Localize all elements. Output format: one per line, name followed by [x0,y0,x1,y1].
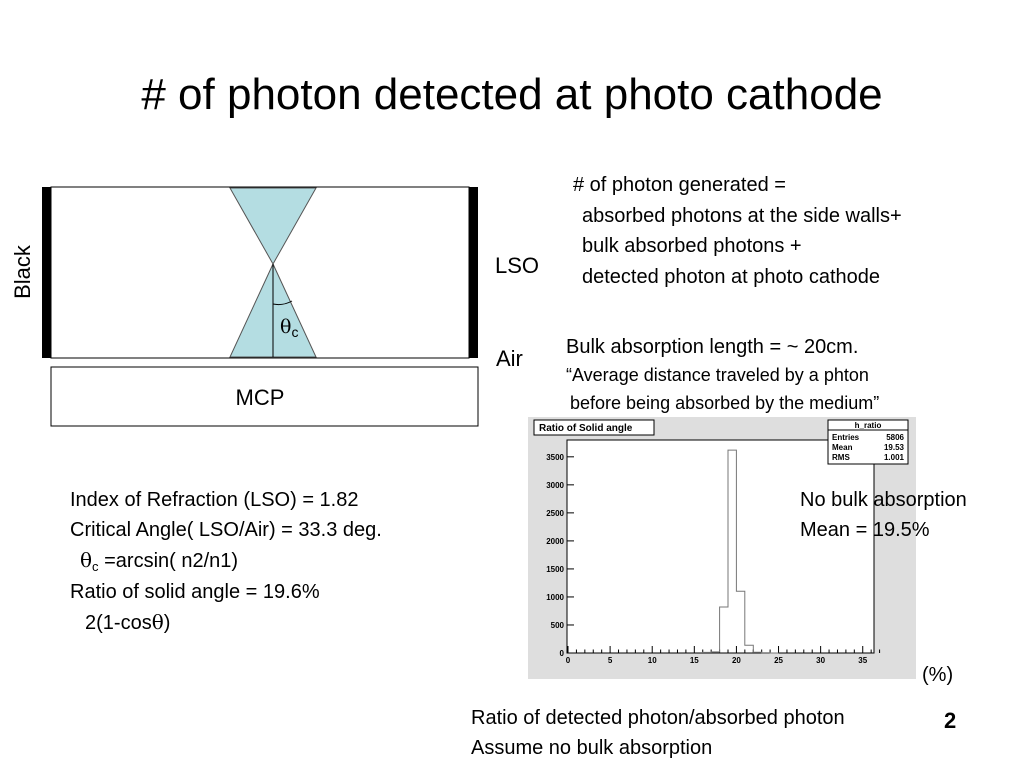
stats-rms-label: RMS [832,453,850,462]
y-tick-label: 1000 [546,593,564,602]
y-tick-label: 3000 [546,481,564,490]
histogram-title: Ratio of Solid angle [539,423,633,434]
caption-line1: Ratio of detected photon/absorbed photon [471,707,845,729]
stats-mean-label: Mean [832,443,853,452]
stats-entries-label: Entries [832,433,860,442]
stats-mean-value: 19.53 [884,443,905,452]
y-tick-label: 0 [560,649,565,658]
upper-photon-cone [229,187,317,266]
arcsin-formula: θc =arcsin( n2/n1) [80,545,238,582]
air-label: Air [496,346,523,371]
theta-subscript: c [92,559,99,574]
no-bulk-absorption: No bulk absorption [800,489,967,511]
bulk-quote-line1: “Average distance traveled by a phton [566,365,869,385]
critical-angle: Critical Angle( LSO/Air) = 33.3 deg. [70,519,382,541]
black-wall-right [469,187,478,358]
theta-symbol: θ [80,548,93,572]
percent-unit-label: (%) [922,664,954,686]
photon-generated-line3: bulk absorbed photons + [582,235,802,257]
formula-theta: θ [151,610,164,634]
stats-box: h_ratio Entries 5806 Mean 19.53 RMS 1.00… [827,419,909,465]
x-tick-label: 10 [648,656,657,665]
caption-line2: Assume no bulk absorption [471,737,713,759]
solid-angle-formula: 2(1-cosθ) [85,607,170,638]
black-wall-left [42,187,51,358]
x-tick-label: 15 [690,656,699,665]
bulk-quote-line2: before being absorbed by the medium” [570,393,880,413]
x-tick-label: 30 [816,656,825,665]
y-tick-label: 3500 [546,453,564,462]
histogram-title-box: Ratio of Solid angle [533,419,655,436]
x-tick-label: 35 [858,656,867,665]
formula-suffix: ) [163,612,171,634]
arcsin-text: =arcsin( n2/n1) [98,550,239,572]
x-tick-label: 25 [774,656,783,665]
bulk-absorption-length: Bulk absorption length = ~ 20cm. [566,336,859,358]
y-tick-label: 500 [551,621,565,630]
x-tick-label: 5 [608,656,613,665]
lso-label: LSO [495,253,539,278]
histogram-axes: 0 500 1000 1500 2000 2500 3000 3500 0 5 10 15 20 25 30… [546,453,881,665]
stats-rms-value: 1.001 [884,453,905,462]
formula-prefix: 2(1-cos [85,612,152,634]
index-of-refraction: Index of Refraction (LSO) = 1.82 [70,489,359,511]
mean-result: Mean = 19.5% [800,519,930,541]
photon-generated-line4: detected photon at photo cathode [582,266,881,288]
histogram-series [702,449,779,654]
mcp-label: MCP [236,385,285,410]
theta-c-label: θc [280,316,298,340]
histogram-frame [566,439,875,654]
solid-angle-ratio: Ratio of solid angle = 19.6% [70,581,320,603]
solid-angle-histogram: 0 500 1000 1500 2000 2500 3000 3500 0 5 10 15 20 25 30… [528,417,916,679]
lso-crystal-diagram: θc MCP Black LSO Air [10,186,539,427]
y-tick-label: 2500 [546,509,564,518]
x-tick-label: 20 [732,656,741,665]
stats-entries-value: 5806 [886,433,904,442]
slide-title: # of photon detected at photo cathode [141,70,883,119]
photon-generated-line2: absorbed photons at the side walls+ [582,205,902,227]
mcp-box [50,366,479,427]
critical-angle-arc [272,300,293,306]
y-tick-label: 1500 [546,565,564,574]
stats-name: h_ratio [855,421,882,430]
page-number: 2 [944,708,957,733]
black-label: Black [10,244,35,299]
x-tick-label: 0 [566,656,571,665]
photon-generated-line1: # of photon generated = [573,174,786,196]
y-tick-label: 2000 [546,537,564,546]
